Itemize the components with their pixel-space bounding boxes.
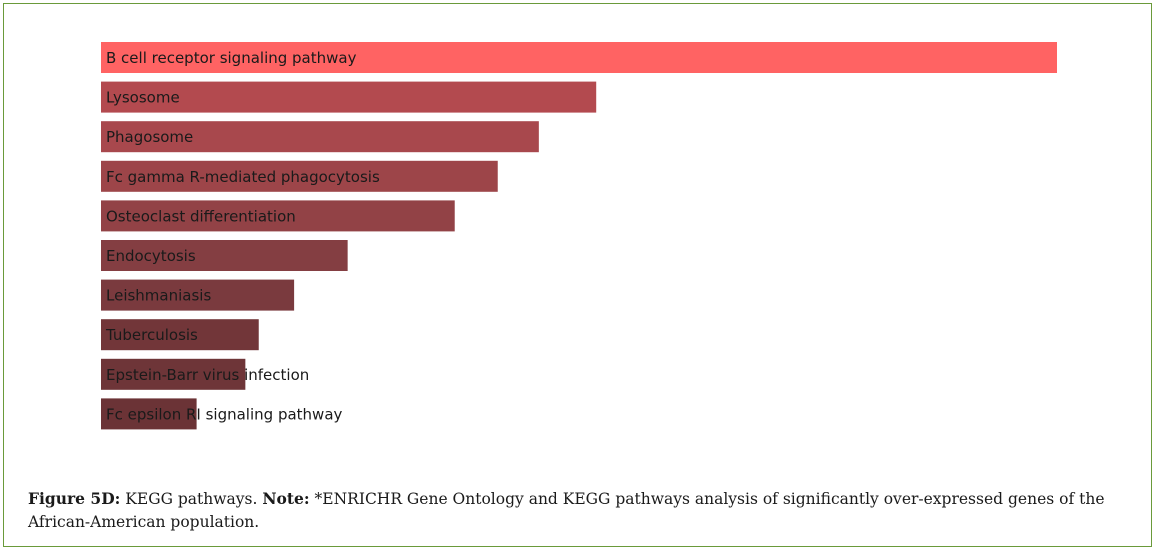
bar-label-6: Endocytosis <box>106 247 196 265</box>
figure-label: Figure 5D: <box>28 489 121 508</box>
bar-6 <box>101 240 348 271</box>
note-label: Note: <box>262 489 310 508</box>
bar-9 <box>101 358 246 390</box>
bar-7 <box>101 279 295 311</box>
bar-label-1: B cell receptor signaling pathway <box>106 49 357 67</box>
bar-label-2: Lysosome <box>106 89 180 107</box>
bar-2 <box>101 81 597 113</box>
bar-label-10: Fc epsilon RI signaling pathway <box>106 405 343 423</box>
bar-label-5: Osteoclast differentiation <box>106 207 296 225</box>
bar-label-7: Leishmaniasis <box>106 287 211 305</box>
bar-4 <box>101 160 498 192</box>
bar-8 <box>101 319 259 351</box>
figure-frame: B cell receptor signaling pathway Lysosom… <box>3 3 1152 547</box>
bar-label-9: Epstein-Barr virus infection <box>106 366 309 384</box>
bar-chart: B cell receptor signaling pathway Lysosom… <box>101 42 1057 430</box>
bar-5 <box>101 200 455 232</box>
figure-text: KEGG pathways. <box>120 490 263 508</box>
bar-label-3: Phagosome <box>106 128 193 146</box>
bar-1 <box>101 42 1057 73</box>
note-text: *ENRICHR Gene Ontology and KEGG pathways… <box>28 490 1105 531</box>
figure-caption: Figure 5D: KEGG pathways. Note: *ENRICHR… <box>28 487 1140 534</box>
bar-3 <box>101 121 539 153</box>
bar-10 <box>101 398 197 430</box>
bar-label-4: Fc gamma R-mediated phagocytosis <box>106 168 380 186</box>
bar-label-8: Tuberculosis <box>105 326 198 344</box>
